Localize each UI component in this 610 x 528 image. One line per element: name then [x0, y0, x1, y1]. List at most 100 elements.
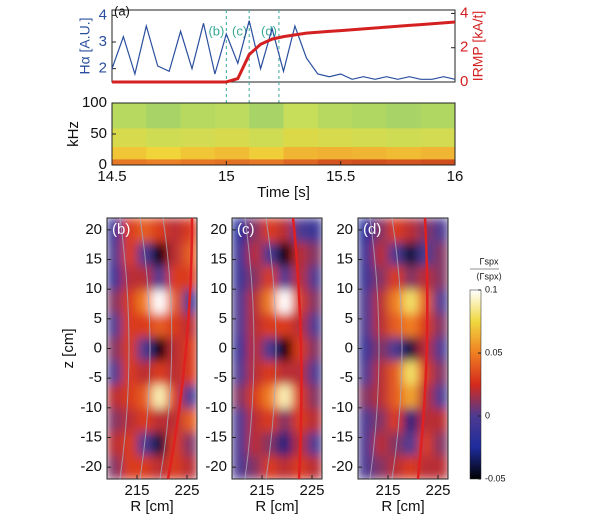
flux-line	[139, 217, 151, 480]
heatmap-cell	[418, 455, 434, 479]
panel-label: (d)	[363, 221, 381, 238]
heatmap-cell	[277, 407, 293, 433]
heatmap-cell	[262, 407, 278, 433]
heatmap-cell	[247, 241, 263, 267]
colorbar-label-denominator: ⟨Γspx⟩	[476, 271, 502, 281]
colorbar-tick-label: 0.05	[485, 347, 503, 357]
heatmap-cell	[182, 312, 197, 338]
heatmap-cell	[277, 265, 293, 290]
heatmap-cell	[352, 158, 387, 165]
heatmap-cell	[418, 289, 434, 314]
heatmap-cell	[214, 146, 250, 160]
heatmap-cell	[307, 218, 322, 243]
heatmap-cell	[403, 289, 419, 314]
heatmap-cell	[420, 146, 455, 160]
heatmap-cell	[152, 312, 168, 338]
y-tick-label: 10	[336, 280, 353, 297]
heatmap-cell	[232, 289, 248, 314]
heatmap-cell	[292, 241, 308, 267]
heatmap-cell	[182, 360, 197, 385]
heatmap-cell	[107, 336, 123, 361]
heatmap-cell	[388, 455, 404, 479]
y-tick-label: 10	[85, 280, 102, 297]
heatmap-cell	[388, 265, 404, 290]
heatmap-cells	[107, 218, 197, 479]
heatmap-cell	[358, 218, 374, 243]
heatmap-cell	[283, 158, 319, 165]
y-tick-label: 15	[210, 250, 227, 267]
heatmap-cell	[373, 431, 389, 456]
marker-label: (b)	[208, 23, 224, 38]
heatmap-cell	[137, 289, 153, 314]
heatmap-cells	[358, 218, 448, 479]
heatmap-cell	[420, 158, 455, 165]
heatmap-cell	[247, 312, 263, 338]
heatmap	[112, 103, 455, 165]
heatmap-cell	[112, 103, 147, 129]
heatmap-cell	[167, 241, 183, 267]
heatmap-cell	[152, 431, 168, 456]
heatmap-cell	[107, 289, 123, 314]
heatmap-cell	[122, 384, 138, 409]
heatmap-cell	[107, 431, 123, 456]
heatmap-cell	[277, 312, 293, 338]
heatmap-cell	[352, 146, 387, 160]
heatmap-cell	[262, 265, 278, 290]
heatmap-cell	[403, 241, 419, 267]
heatmap-cell	[182, 265, 197, 290]
heatmap-cell	[277, 289, 293, 314]
separatrix	[291, 217, 303, 480]
y-tick-label: 0	[99, 156, 107, 173]
heatmap-cell	[247, 218, 263, 243]
heatmap-cell	[167, 336, 183, 361]
heatmap-cell	[388, 312, 404, 338]
heatmap-cell	[146, 158, 182, 165]
heatmap-cell	[403, 360, 419, 385]
heatmap-cell	[358, 455, 374, 479]
heatmap-cell	[418, 407, 434, 433]
x-tick-label: 16	[447, 168, 464, 185]
heatmap-cell	[388, 289, 404, 314]
heatmap-cell	[262, 431, 278, 456]
colorbar-tick-label: 0.1	[485, 284, 498, 294]
heatmap-cell	[107, 360, 123, 385]
flux-line	[369, 217, 380, 480]
heatmap-cells	[112, 103, 455, 165]
y-tick-label: 20	[85, 221, 102, 238]
x-tick-label: 14.5	[97, 168, 126, 185]
heatmap-cell	[433, 407, 448, 433]
heatmap-cell	[146, 146, 182, 160]
heatmap-cell	[152, 336, 168, 361]
y-axis-label: z [cm]	[60, 329, 77, 369]
heatmap-cell	[249, 158, 285, 165]
heatmap-cell	[307, 289, 322, 314]
heatmap-cell	[317, 146, 353, 160]
heatmap-cell	[122, 265, 138, 290]
heatmap-cell	[277, 384, 293, 409]
heatmap-cell	[388, 336, 404, 361]
heatmap-cell	[433, 289, 448, 314]
x-tick-label: 225	[425, 482, 450, 499]
heatmap-cell	[112, 127, 147, 147]
heatmap-cell	[249, 146, 285, 160]
heatmap-cell	[137, 455, 153, 479]
heatmap-cell	[182, 431, 197, 456]
heatmap-cell	[358, 384, 374, 409]
heatmap-cell	[262, 289, 278, 314]
heatmap-cell	[214, 103, 250, 129]
heatmap-cell	[152, 289, 168, 314]
heatmap-cell	[307, 241, 322, 267]
y-tick-label: 0	[219, 339, 227, 356]
heatmap-cell	[112, 158, 147, 165]
heatmap-cell	[317, 103, 353, 129]
y-tick-label: 5	[345, 310, 353, 327]
heatmap-cell	[137, 384, 153, 409]
y-tick-label: 0	[94, 339, 102, 356]
heatmap-cell	[317, 127, 353, 147]
y-tick-label: -10	[331, 399, 353, 416]
flux-line	[391, 217, 403, 480]
heatmap	[358, 218, 448, 479]
y-tick-label: -15	[205, 428, 227, 445]
x-tick-label: 15	[218, 168, 235, 185]
